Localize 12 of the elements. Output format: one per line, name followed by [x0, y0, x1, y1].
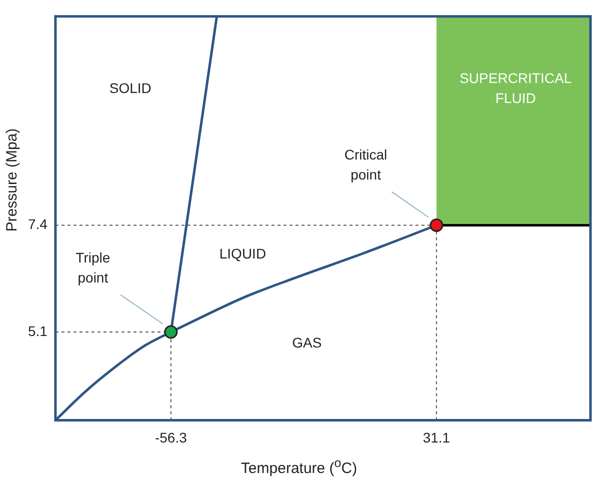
x-tick-label: 31.1 [422, 429, 450, 446]
y-axis-title: Pressure (Mpa) [4, 128, 20, 232]
annotation: SOLID [109, 80, 152, 96]
y-tick-label: 5.1 [28, 322, 48, 339]
annotation: LIQUID [219, 246, 266, 262]
x-axis-title: Temperature ($^{o}$C) [240, 456, 358, 477]
annotation: Triple point [76, 250, 110, 286]
annotation: Critical point [344, 146, 388, 183]
x-tick-label: -56.3 [154, 429, 188, 446]
annotation: GAS [292, 334, 322, 350]
annotation: SUPERCRITICAL FLUID [460, 70, 572, 106]
y-tick-label: 7.4 [28, 216, 48, 232]
